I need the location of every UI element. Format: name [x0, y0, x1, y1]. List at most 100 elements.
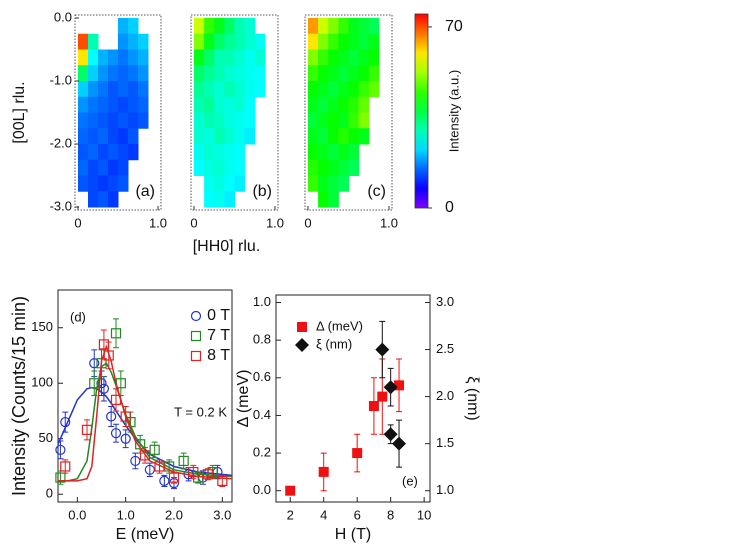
- heatmap-cell: [128, 18, 139, 35]
- heatmap-cell: [338, 18, 349, 35]
- y-tick-label: -1.0: [50, 72, 72, 87]
- heatmap-cell: [98, 159, 109, 176]
- heatmap-cell: [338, 144, 349, 161]
- heatmap-cell: [194, 18, 205, 35]
- heatmap-cell: [98, 175, 109, 192]
- heatmap-cell: [224, 96, 235, 113]
- heatmap-cell: [328, 18, 339, 35]
- data-point: [60, 416, 71, 428]
- heatmap-cell: [128, 96, 139, 113]
- heatmap-cell: [338, 128, 349, 145]
- y2-tick-label: 1.0: [436, 482, 454, 497]
- y2-tick-label: 1.5: [436, 435, 454, 450]
- heatmap-cell: [328, 65, 339, 82]
- y-tick-label: 0: [46, 486, 53, 501]
- heatmap-cell: [88, 112, 99, 129]
- heatmap-cell: [348, 159, 360, 176]
- y2-tick-label: 2.5: [436, 341, 454, 356]
- plot-frame: [304, 14, 393, 211]
- heatmap-cell: [108, 128, 119, 145]
- data-point: [96, 378, 107, 389]
- heatmap-cell: [328, 81, 339, 98]
- heatmap-cell: [368, 18, 380, 35]
- data-point: [368, 401, 379, 412]
- data-point: [139, 450, 151, 461]
- heatmap-cell: [108, 159, 119, 176]
- data-point: [164, 461, 175, 472]
- y-axis-label: [00L] rlu.: [11, 81, 28, 143]
- heatmap-cell: [318, 96, 329, 113]
- heatmap-cell: [194, 33, 205, 50]
- heatmap-cell: [328, 33, 339, 50]
- heatmap-cell: [224, 191, 235, 208]
- heatmap-cell: [308, 112, 319, 129]
- heatmap-cell: [318, 112, 329, 129]
- heatmap-cell: [78, 65, 89, 82]
- heatmap-cell: [194, 81, 205, 98]
- data-point: [383, 380, 398, 395]
- heatmap-cell: [118, 96, 129, 113]
- heatmap-cell: [118, 49, 129, 66]
- heatmap-cell: [224, 175, 235, 192]
- heatmap-cell: [88, 128, 99, 145]
- heatmap-cell: [308, 81, 319, 98]
- data-point: [178, 455, 189, 467]
- heatmap-cell: [244, 112, 256, 129]
- heatmap-cell: [224, 128, 235, 145]
- data-point: [352, 448, 363, 459]
- heatmap-cell: [224, 144, 235, 161]
- heatmap-cell: [204, 96, 215, 113]
- heatmap-cell: [358, 33, 370, 50]
- x-tick-label: 2: [287, 507, 294, 522]
- error-bar: [108, 406, 115, 428]
- heatmap-cell: [308, 49, 319, 66]
- heatmap-cell: [128, 144, 139, 161]
- data-point: [297, 322, 307, 332]
- data-point: [89, 358, 100, 369]
- data-point: [375, 342, 390, 357]
- y-tick-label: 50: [39, 430, 53, 445]
- x-tick-label: 2.0: [165, 507, 183, 522]
- heatmap-cell: [358, 96, 370, 113]
- heatmap-cell: [214, 144, 225, 161]
- heatmap-cell: [128, 65, 139, 82]
- y-tick-label: 0.2: [253, 445, 271, 460]
- data-point: [285, 485, 296, 496]
- heatmap-cell: [338, 65, 349, 82]
- x-tick-label: 8: [387, 507, 394, 522]
- legend-label: 8 T: [207, 347, 230, 364]
- heatmap-cell: [348, 33, 360, 50]
- error-bar: [142, 447, 148, 464]
- heatmap-cell: [88, 33, 99, 50]
- heatmap-cell: [214, 128, 225, 145]
- heatmap-cell: [78, 175, 89, 192]
- heatmap-cell: [308, 96, 319, 113]
- heatmap-cell: [224, 65, 235, 82]
- heatmap-cell: [88, 96, 99, 113]
- heatmap-cell: [128, 33, 139, 50]
- heatmap-cell: [214, 191, 225, 208]
- heatmap-cell: [308, 65, 319, 82]
- heatmap-cell: [308, 175, 319, 192]
- data-point: [190, 350, 202, 362]
- error-bar: [204, 468, 211, 481]
- panel-label: (d): [70, 309, 86, 324]
- error-bar: [113, 318, 119, 349]
- heatmap-cell: [128, 128, 139, 145]
- data-point: [154, 461, 165, 472]
- plot-frame: [74, 14, 162, 211]
- colorbar-tick-label: 70: [445, 18, 463, 35]
- y-tick-label: 0.0: [54, 9, 72, 24]
- plot-frame: [57, 289, 233, 503]
- heatmap-cell: [98, 144, 109, 161]
- heatmap-cell: [234, 65, 246, 82]
- heatmap-cell: [234, 144, 246, 161]
- heatmap-cell: [348, 144, 360, 161]
- data-point: [110, 328, 122, 339]
- heatmap-cell: [78, 159, 89, 176]
- heatmap-cell: [244, 81, 256, 98]
- data-point: [60, 461, 71, 472]
- heatmap-cell: [338, 33, 349, 50]
- heatmap-cell: [138, 81, 149, 98]
- y2-axis-label: ξ (nm): [464, 376, 481, 421]
